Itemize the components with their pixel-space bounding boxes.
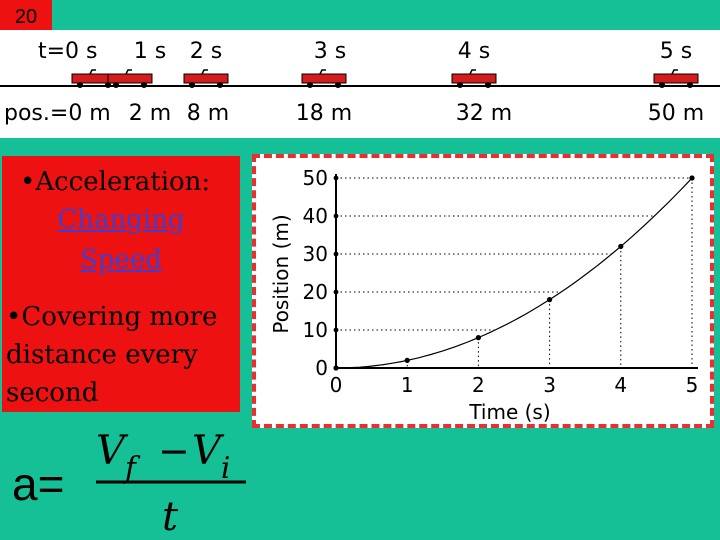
y-tick-label: 40 bbox=[303, 204, 328, 228]
time-label: t=0 s bbox=[38, 39, 98, 64]
y-tick-mark bbox=[333, 327, 339, 333]
concept-box: •Acceleration: Changing Speed •Covering … bbox=[2, 156, 240, 412]
dotted-guides bbox=[336, 177, 693, 368]
formula-minus: − bbox=[158, 429, 190, 473]
time-label: 1 s bbox=[134, 39, 166, 64]
time-label: 3 s bbox=[314, 39, 346, 64]
y-tick-mark bbox=[333, 251, 339, 257]
bullet-acceleration: •Acceleration: bbox=[20, 166, 210, 198]
formula-vf: Vf bbox=[96, 428, 141, 486]
position-labels: pos.=0 m 2 m 8 m 18 m 32 m 50 m bbox=[4, 101, 704, 126]
bullet-text: Acceleration: bbox=[35, 167, 211, 197]
x-tick-label: 4 bbox=[614, 373, 627, 397]
position-label: 32 m bbox=[456, 101, 512, 126]
data-point bbox=[689, 175, 695, 181]
motion-strip: t=0 s 1 s 2 s 3 s 4 s 5 s pos.=0 m 2 m 8 m 18 m 3… bbox=[0, 39, 720, 126]
x-tick-label: 5 bbox=[686, 373, 699, 397]
y-tick-label: 50 bbox=[303, 166, 328, 190]
motion-strip-background bbox=[0, 30, 720, 138]
x-axis-label: Time (s) bbox=[468, 400, 550, 424]
slide-number: 20 bbox=[0, 0, 52, 34]
y-tick-mark bbox=[333, 365, 339, 371]
time-label: 5 s bbox=[660, 39, 692, 64]
position-label: 8 m bbox=[187, 101, 229, 126]
formula-lhs: a= bbox=[12, 458, 64, 510]
acceleration-formula: a= Vf − Vi t bbox=[12, 428, 246, 540]
bullet-marker: • bbox=[20, 167, 36, 197]
x-tick-label: 3 bbox=[543, 373, 556, 397]
y-tick-label: 30 bbox=[303, 242, 328, 266]
x-tick-label: 1 bbox=[401, 373, 414, 397]
data-points bbox=[333, 175, 695, 371]
y-tick-mark bbox=[333, 175, 339, 181]
link-line-speed[interactable]: Speed bbox=[80, 245, 162, 275]
time-label: 2 s bbox=[190, 39, 222, 64]
formula-t: t bbox=[162, 494, 179, 540]
y-tick-mark bbox=[333, 289, 339, 295]
bullet-marker: • bbox=[6, 302, 22, 332]
x-tick-label: 0 bbox=[330, 373, 343, 397]
y-tick-label: 20 bbox=[303, 280, 328, 304]
link-line-changing[interactable]: Changing bbox=[57, 205, 185, 235]
data-point bbox=[547, 297, 553, 303]
time-labels: t=0 s 1 s 2 s 3 s 4 s 5 s bbox=[38, 39, 692, 64]
position-label: 50 m bbox=[648, 101, 704, 126]
y-tick-label: 0 bbox=[315, 356, 328, 380]
x-tick-label: 2 bbox=[472, 373, 485, 397]
formula-v: V bbox=[192, 428, 225, 474]
y-tick-label: 10 bbox=[303, 318, 328, 342]
data-point bbox=[618, 243, 624, 249]
changing-speed-link[interactable]: Changing Speed bbox=[2, 200, 240, 280]
data-point bbox=[475, 335, 481, 341]
formula-vi: Vi bbox=[192, 428, 231, 486]
formula-v: V bbox=[96, 428, 129, 474]
y-tick-labels: 0 10 20 30 40 50 bbox=[303, 166, 339, 380]
position-label: 18 m bbox=[296, 101, 352, 126]
position-curve bbox=[335, 177, 693, 369]
position-label: 2 m bbox=[129, 101, 171, 126]
position-label: pos.=0 m bbox=[4, 101, 111, 126]
data-point bbox=[404, 357, 410, 363]
bullet-covering-distance: •Covering more distance every second bbox=[6, 298, 236, 412]
x-tick-labels: 0 1 2 3 4 5 bbox=[330, 373, 699, 397]
position-time-chart: 0 1 2 3 4 5 0 10 20 30 40 50 Time (s) Position (m) bbox=[252, 154, 714, 428]
time-label: 4 s bbox=[458, 39, 490, 64]
y-axis-label: Position (m) bbox=[269, 214, 293, 333]
bullet-text: Covering more distance every second bbox=[6, 302, 218, 408]
y-tick-mark bbox=[333, 213, 339, 219]
chart-svg: 0 1 2 3 4 5 0 10 20 30 40 50 Time (s) Position (m) bbox=[269, 166, 699, 424]
formula-sub-i: i bbox=[221, 451, 231, 486]
